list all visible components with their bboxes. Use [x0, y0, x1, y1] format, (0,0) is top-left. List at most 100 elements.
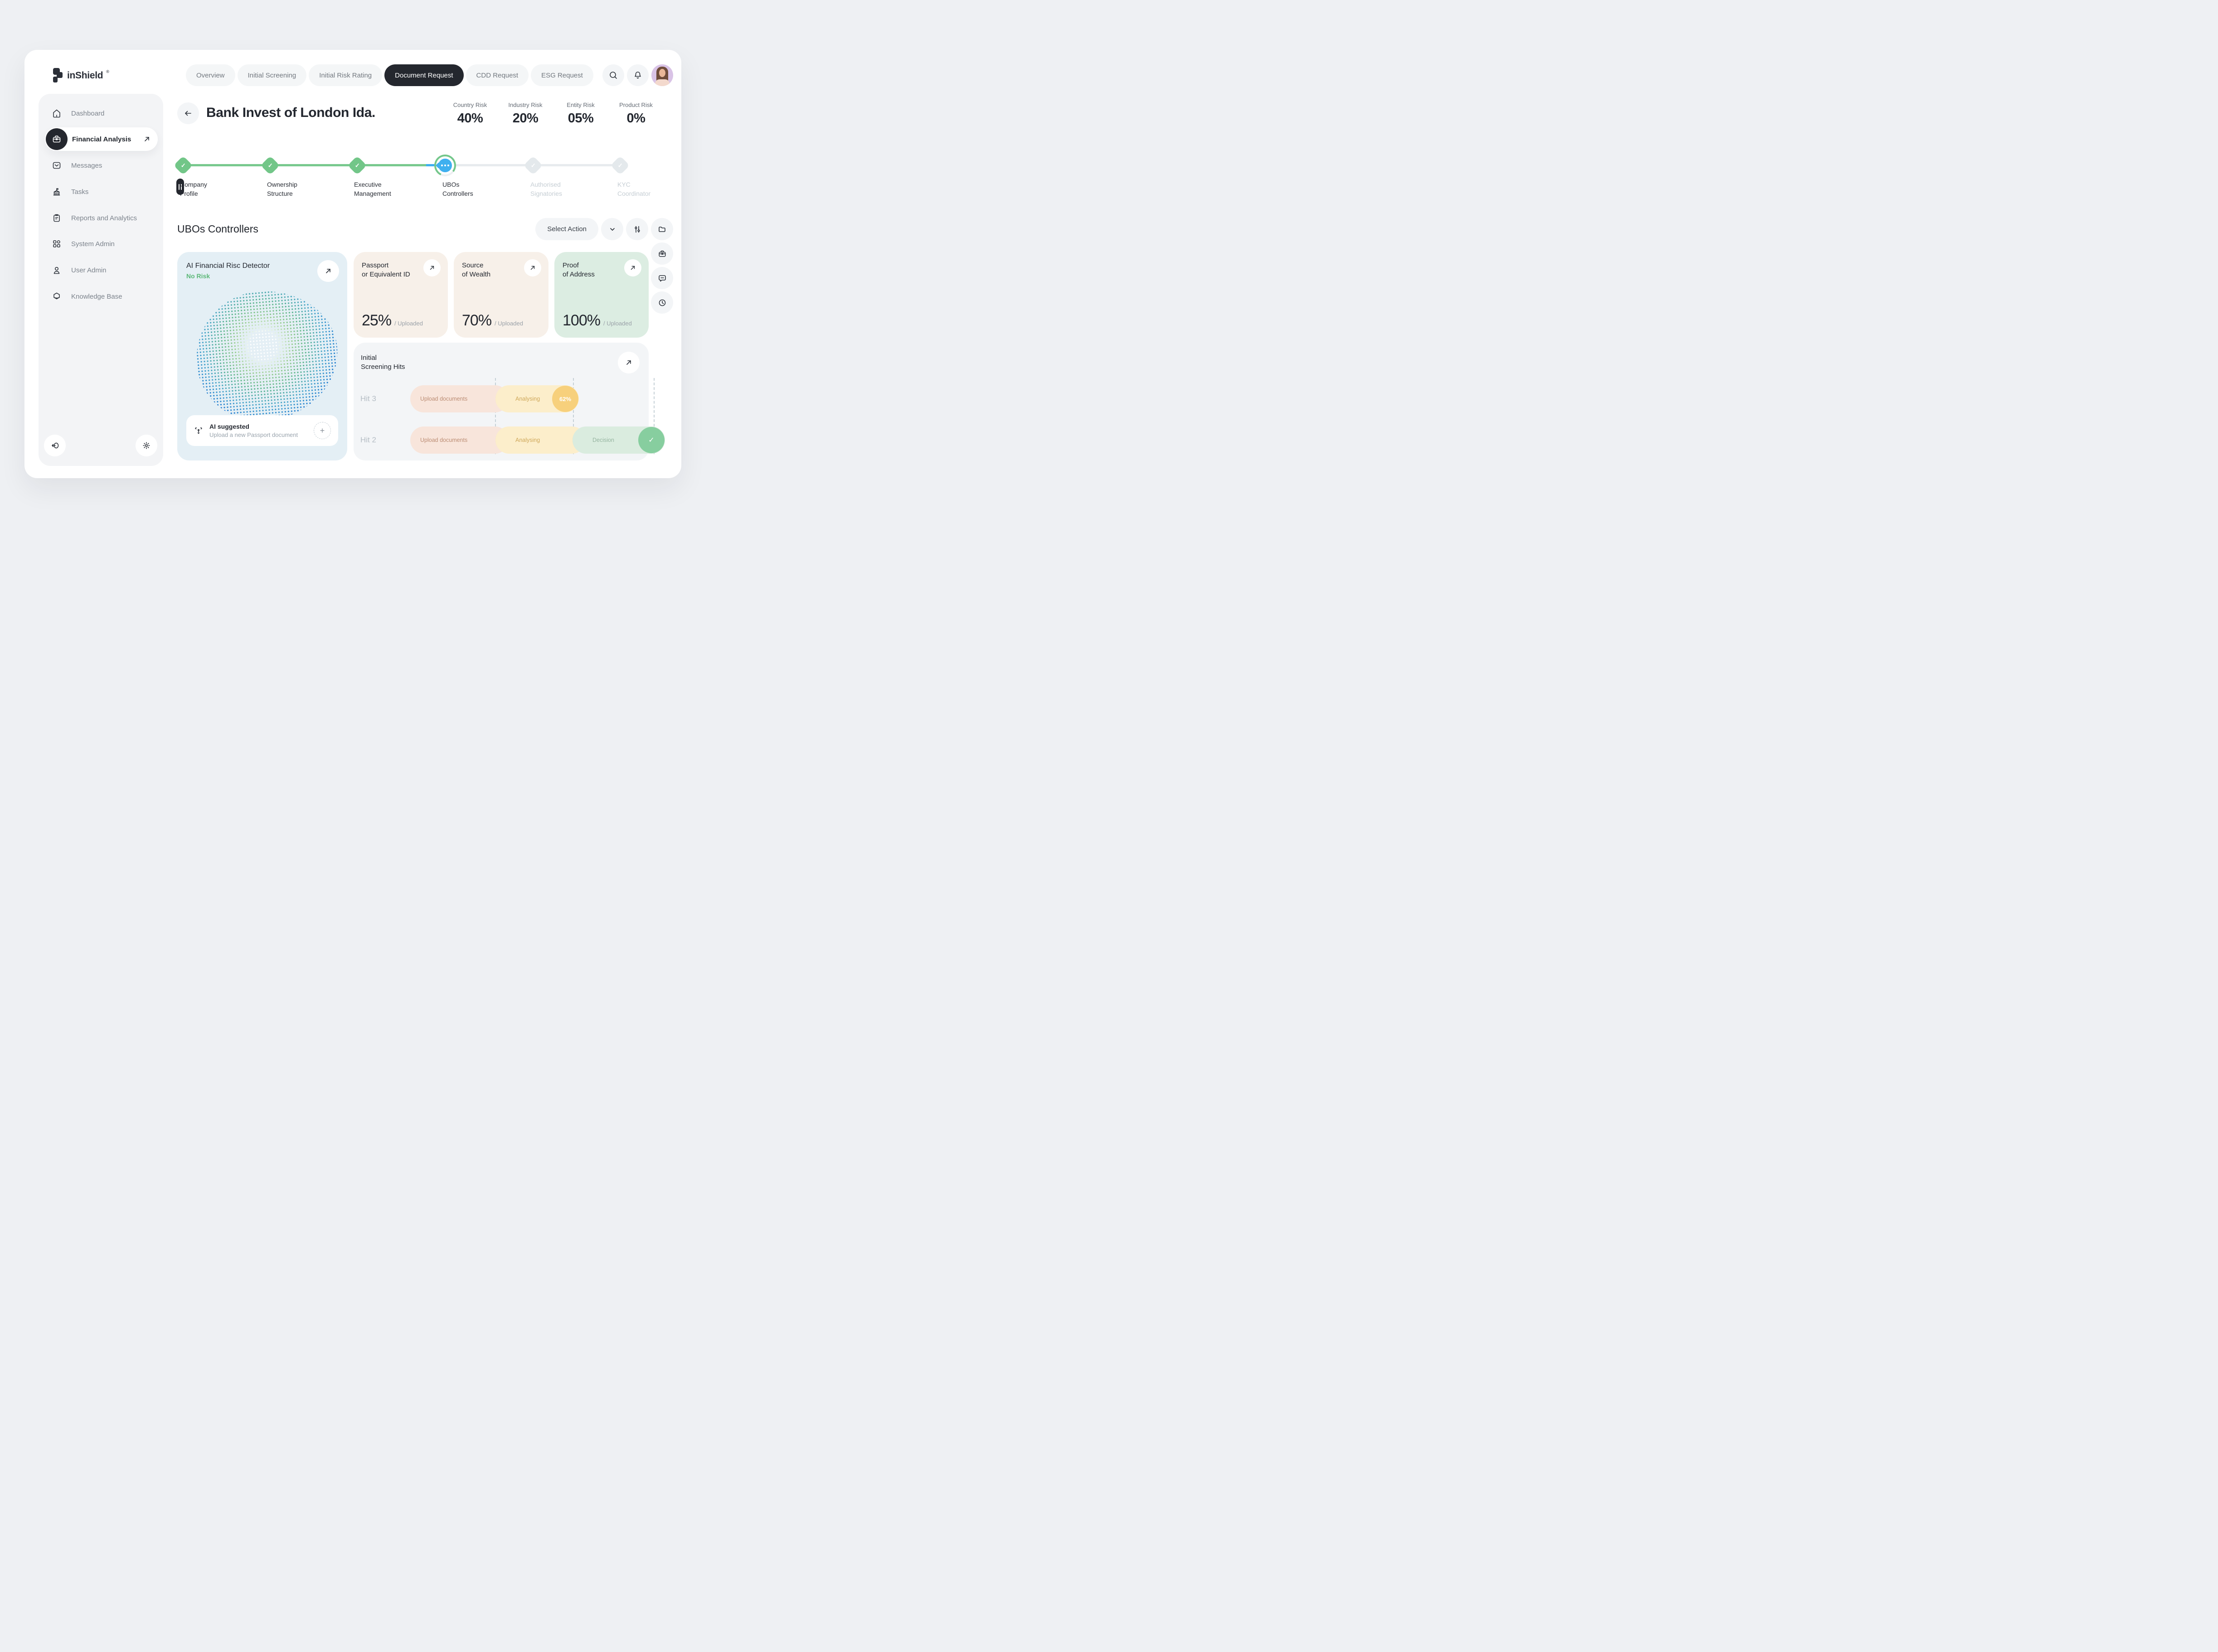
- tab-initial-risk-rating[interactable]: Initial Risk Rating: [309, 64, 383, 86]
- sidebar-collapse-handle[interactable]: [176, 179, 184, 195]
- ai-card-open-button[interactable]: [317, 260, 339, 282]
- chevron-down-icon: [609, 226, 616, 233]
- brand-name: inShield: [67, 70, 103, 81]
- tab-overview[interactable]: Overview: [186, 64, 235, 86]
- filter-button[interactable]: [626, 218, 648, 240]
- step-node-authorised-signatories[interactable]: ✓: [523, 155, 543, 175]
- tab-document-request[interactable]: Document Request: [384, 64, 464, 86]
- initial-screening-hits-card: Initial Screening Hits Hit 3 Upload docum…: [354, 343, 665, 460]
- hit2-decision-segment[interactable]: Decision ✓: [573, 426, 665, 454]
- sidebar-item-user-admin[interactable]: User Admin: [45, 259, 157, 281]
- stepper-track: [183, 164, 620, 166]
- briefcase-icon: [658, 249, 667, 258]
- arrow-up-right-icon: [325, 267, 332, 275]
- hit3-upload-segment[interactable]: Upload documents ✓: [410, 385, 522, 412]
- section-title: UBOs Controllers: [177, 223, 258, 235]
- step-node-company-profile[interactable]: ✓: [173, 155, 193, 175]
- sidebar-item-label: Financial Analysis: [72, 135, 131, 143]
- source-of-wealth-upload-percent: 70%: [462, 312, 492, 329]
- hit3-label: Hit 3: [360, 394, 376, 403]
- proof-of-address-upload-percent: 100%: [563, 312, 601, 329]
- plus-icon: +: [320, 426, 325, 435]
- ai-risk-detector-card: AI Financial Risc Detector No Risk AI su…: [177, 252, 347, 460]
- hit2-progress-bar: Upload documents ✓ Analysing ✓ Decision …: [410, 426, 665, 454]
- user-avatar[interactable]: [651, 64, 673, 86]
- gear-icon: [142, 441, 151, 450]
- select-action-button[interactable]: Select Action: [535, 218, 598, 240]
- sidebar-item-label: User Admin: [71, 266, 107, 274]
- sidebar-item-financial-analysis[interactable]: Financial Analysis: [45, 127, 158, 151]
- ai-suggested-text: Upload a new Passport document: [209, 431, 298, 438]
- hit3-analysing-segment[interactable]: Analysing 62%: [495, 385, 579, 412]
- right-icon-rail: [651, 242, 673, 314]
- clipboard-icon: [52, 213, 62, 223]
- source-of-wealth-open-button[interactable]: [524, 259, 541, 276]
- comments-button[interactable]: [651, 267, 673, 289]
- hit2-upload-segment[interactable]: Upload documents ✓: [410, 426, 522, 454]
- clock-icon: [658, 298, 667, 307]
- source-of-wealth-card: Source of Wealth 70% / Uploaded: [454, 252, 548, 338]
- ai-suggested-title: AI suggested: [209, 423, 249, 430]
- case-button[interactable]: [651, 242, 673, 265]
- metric-entity-risk: Entity Risk 05%: [567, 102, 595, 126]
- step-node-ubos-controllers[interactable]: [434, 155, 456, 176]
- step-node-ownership-structure[interactable]: ✓: [260, 155, 280, 175]
- passport-open-button[interactable]: [423, 259, 441, 276]
- step-label-authorised-signatories: Authorised Signatories: [530, 181, 563, 197]
- history-button[interactable]: [651, 291, 673, 314]
- sidebar-item-label: Dashboard: [71, 109, 105, 117]
- passport-card: Passport or Equivalent ID 25% / Uploaded: [354, 252, 448, 338]
- back-button[interactable]: [177, 102, 199, 124]
- arrow-left-icon: [184, 109, 193, 118]
- documents-folder-button[interactable]: [651, 218, 673, 240]
- brand-logo: inShield ®: [53, 68, 109, 82]
- logout-button[interactable]: [44, 435, 66, 456]
- top-navigation: Overview Initial Screening Initial Risk …: [186, 64, 673, 86]
- ai-card-title: AI Financial Risc Detector: [186, 262, 270, 270]
- tab-esg-request[interactable]: ESG Request: [531, 64, 593, 86]
- grid-dash-line: [573, 378, 574, 454]
- active-step-icon: [438, 159, 452, 172]
- workflow-tabs: Overview Initial Screening Initial Risk …: [186, 64, 593, 86]
- brand-registered-mark: ®: [106, 69, 109, 74]
- sidebar-item-dashboard[interactable]: Dashboard: [45, 102, 157, 124]
- bell-icon: [633, 71, 642, 80]
- step-label-company-profile: Company Profile: [180, 181, 207, 197]
- search-button[interactable]: [602, 64, 624, 86]
- check-badge: ✓: [638, 427, 665, 453]
- arrow-up-right-icon: [630, 265, 636, 271]
- select-action-dropdown[interactable]: [601, 218, 623, 240]
- notifications-button[interactable]: [627, 64, 649, 86]
- metric-country-risk: Country Risk 40%: [453, 102, 487, 126]
- step-label-ubos-controllers: UBOs Controllers: [442, 181, 473, 197]
- sidebar: Dashboard Financial Analysis Messages Ta…: [39, 94, 184, 466]
- tab-cdd-request[interactable]: CDD Request: [466, 64, 529, 86]
- proof-of-address-open-button[interactable]: [624, 259, 641, 276]
- sidebar-item-reports-analytics[interactable]: Reports and Analytics: [45, 207, 157, 229]
- sidebar-item-label: System Admin: [71, 240, 115, 248]
- upload-document-button[interactable]: +: [314, 422, 331, 439]
- metric-product-risk: Product Risk 0%: [619, 102, 653, 126]
- sidebar-item-tasks[interactable]: Tasks: [45, 181, 157, 203]
- sidebar-item-system-admin[interactable]: System Admin: [45, 233, 157, 255]
- sidebar-item-label: Reports and Analytics: [71, 214, 137, 222]
- settings-button[interactable]: [136, 435, 157, 456]
- step-label-kyc-coordinator: KYC Coordinator: [617, 181, 651, 197]
- tab-initial-screening[interactable]: Initial Screening: [237, 64, 307, 86]
- sidebar-item-knowledge-base[interactable]: Knowledge Base: [45, 286, 157, 307]
- step-node-kyc-coordinator[interactable]: ✓: [610, 155, 630, 175]
- arrow-up-right-icon: [625, 359, 632, 366]
- grid-icon: [52, 239, 62, 249]
- step-node-executive-management[interactable]: ✓: [347, 155, 367, 175]
- screening-hits-open-button[interactable]: [618, 352, 640, 373]
- ai-risk-status: No Risk: [186, 272, 210, 280]
- sidebar-item-label: Messages: [71, 161, 102, 170]
- hit3-progress-bar: Upload documents ✓ Analysing 62%: [410, 385, 579, 412]
- sidebar-item-messages[interactable]: Messages: [45, 155, 157, 176]
- folder-icon: [658, 225, 667, 234]
- arrow-up-right-icon: [143, 136, 150, 143]
- sidebar-item-label: Knowledge Base: [71, 292, 122, 300]
- metric-industry-risk: Industry Risk 20%: [508, 102, 543, 126]
- app-window: inShield ® Overview Initial Screening In…: [24, 50, 681, 478]
- arrow-up-right-icon: [529, 265, 536, 271]
